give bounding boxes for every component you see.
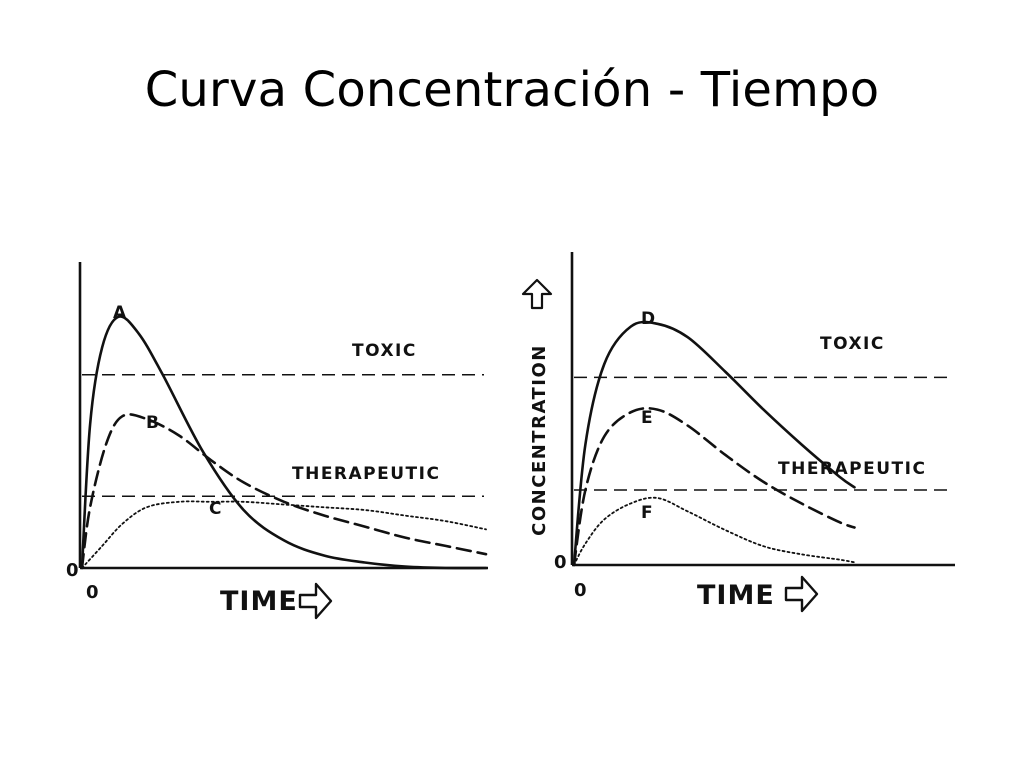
therapeutic-threshold-label: THERAPEUTIC: [778, 459, 926, 479]
toxic-threshold-label: TOXIC: [820, 334, 885, 354]
curve-d: [572, 320, 856, 567]
curve-label-c: C: [209, 499, 221, 519]
curve-e: [572, 406, 856, 567]
chart-panel-right: TOXIC THERAPEUTIC D E F 00 TIME CONCENTRATION: [521, 252, 955, 613]
chart-panel-left: TOXIC THERAPEUTIC A B C 00 TIME: [66, 262, 488, 620]
x-axis-label: TIME: [697, 580, 775, 611]
right-arrow-icon: [298, 582, 333, 620]
curve-a: [80, 315, 488, 570]
curve-label-e: E: [641, 408, 653, 428]
curve-label-a: A: [113, 303, 127, 323]
curve-b: [80, 413, 488, 570]
right-arrow-icon: [784, 575, 819, 613]
y-origin-label: 0: [554, 552, 567, 573]
curve-label-d: D: [641, 309, 655, 329]
toxic-threshold-label: TOXIC: [352, 341, 417, 361]
therapeutic-threshold-label: THERAPEUTIC: [292, 464, 440, 484]
curve-label-b: B: [146, 413, 159, 433]
y-axis-label: CONCENTRATION: [529, 344, 550, 536]
x-axis-label: TIME: [220, 586, 298, 617]
up-arrow-icon: [521, 278, 553, 310]
curve-c: [81, 500, 487, 569]
curve-f: [573, 496, 856, 566]
curve-label-f: F: [641, 503, 653, 523]
y-origin-label: 0: [66, 560, 79, 581]
x-origin-label: 0: [574, 580, 587, 601]
x-origin-label: 0: [86, 582, 99, 603]
slide-title: Curva Concentración - Tiempo: [144, 62, 880, 118]
